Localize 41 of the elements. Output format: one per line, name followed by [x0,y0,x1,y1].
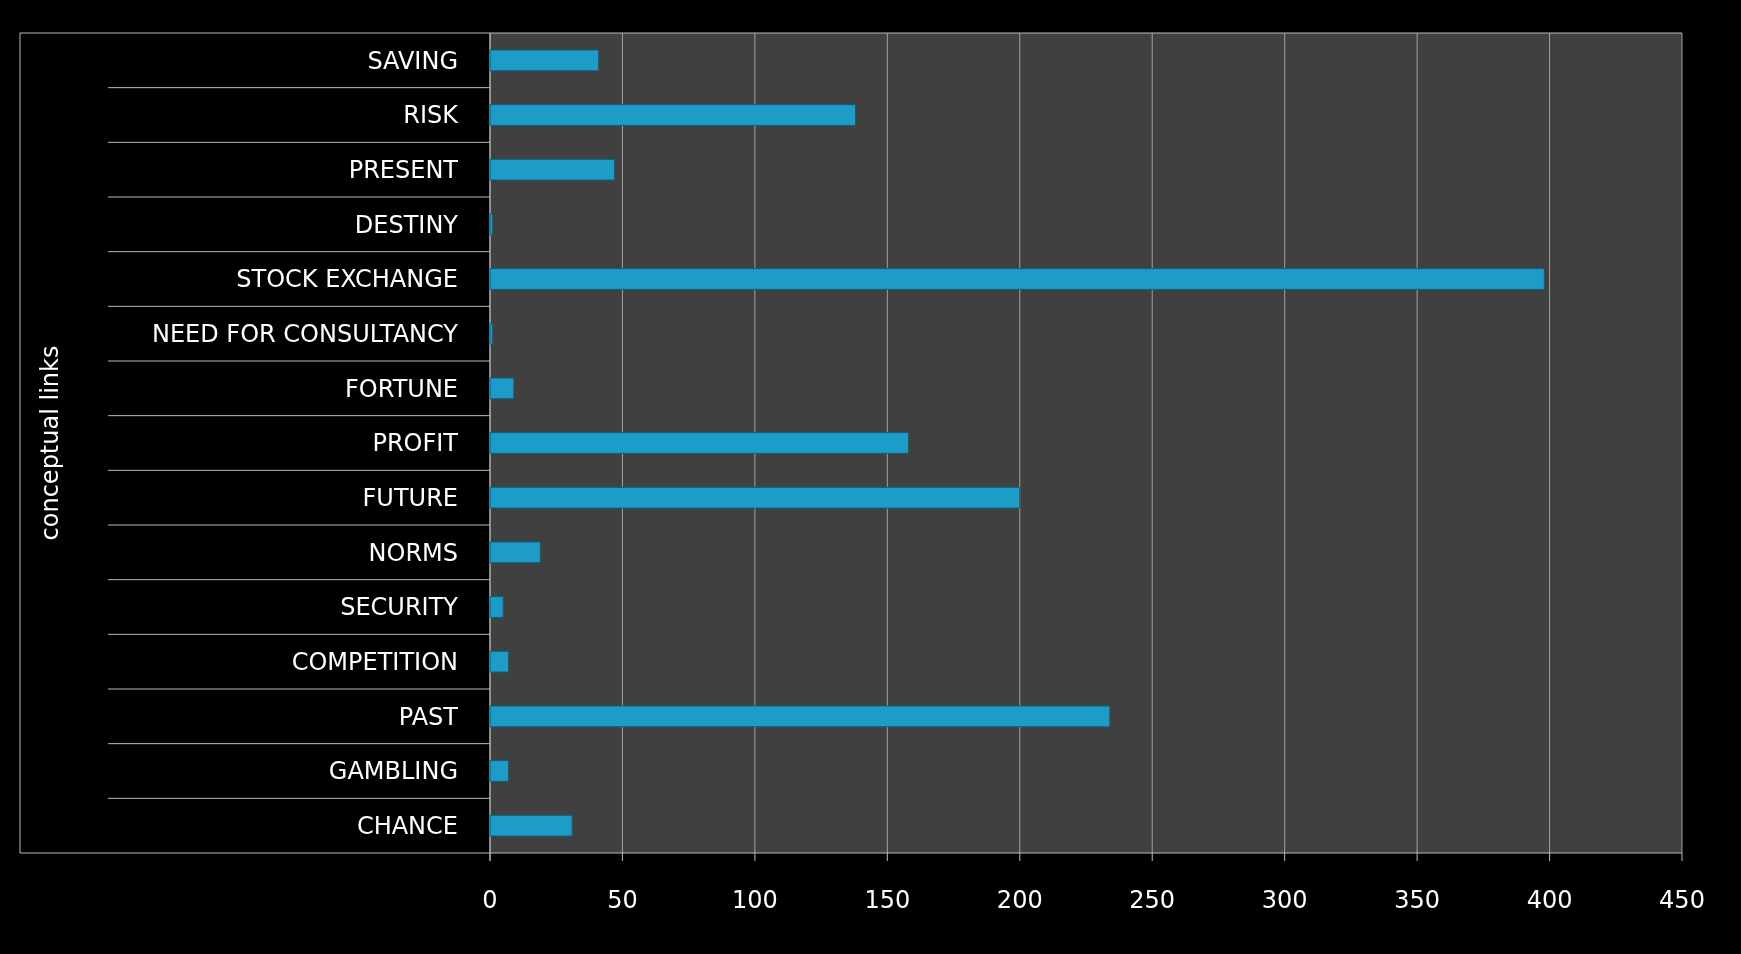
y-axis-title: conceptual links [36,345,64,541]
x-tick-label: 350 [1394,886,1441,914]
y-tick-label: PROFIT [372,429,459,458]
y-tick-label: SAVING [367,46,458,75]
bar [489,650,510,673]
y-tick-label: STOCK EXCHANGE [236,265,458,294]
y-tick-label: PRESENT [348,156,459,185]
x-tick-label: 400 [1526,886,1573,914]
y-tick-label: GAMBLING [328,757,458,786]
bar [489,268,1545,290]
x-tick-label: 0 [482,886,498,914]
y-tick-label: RISK [403,101,460,130]
bar [489,49,600,72]
x-tick-label: 300 [1261,886,1308,914]
bar [489,814,573,837]
x-tick-label: 50 [607,886,638,914]
x-tick-label: 100 [731,886,778,914]
bar [489,104,857,126]
y-tick-label: NORMS [368,538,458,567]
y-tick-label: PAST [398,702,459,731]
bar [489,486,1021,509]
y-tick-label: COMPETITION [291,648,458,677]
bar [489,158,615,181]
y-tick-label: NEED FOR CONSULTANCY [151,320,459,349]
bar [489,760,510,782]
x-tick-label: 450 [1659,886,1705,914]
bar [489,541,541,564]
y-tick-label: FUTURE [362,484,458,513]
x-tick-label: 200 [996,886,1043,914]
y-tick-label: SECURITY [340,593,459,622]
x-tick-label: 150 [864,886,911,914]
y-tick-label: CHANCE [356,812,458,841]
bar [489,705,1111,728]
bar [489,322,494,345]
bar [489,213,494,236]
y-tick-label: FORTUNE [345,374,458,403]
bar [489,596,504,618]
bar [489,377,515,400]
x-tick-label: 250 [1129,886,1176,914]
y-tick-label: DESTINY [354,210,459,239]
bar [489,432,910,454]
